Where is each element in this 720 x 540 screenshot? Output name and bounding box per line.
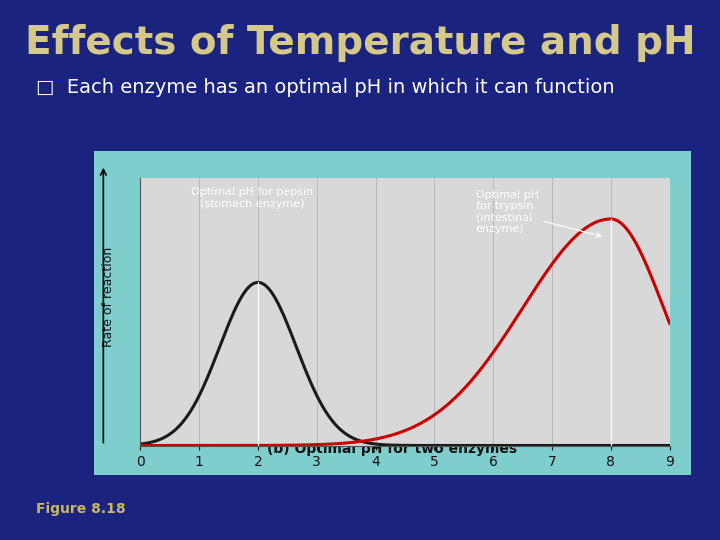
Text: Rate of reaction: Rate of reaction — [102, 247, 115, 347]
Text: (b) Optimal pH for two enzymes: (b) Optimal pH for two enzymes — [267, 442, 518, 456]
Text: Effects of Temperature and pH: Effects of Temperature and pH — [24, 24, 696, 62]
Text: Optimal pH
for trypsin
(intestinal
enzyme): Optimal pH for trypsin (intestinal enzym… — [475, 190, 601, 237]
Text: Optimal pH for pepsin
(stomach enzyme): Optimal pH for pepsin (stomach enzyme) — [191, 187, 313, 209]
Text: □  Each enzyme has an optimal pH in which it can function: □ Each enzyme has an optimal pH in which… — [36, 78, 615, 97]
Text: Figure 8.18: Figure 8.18 — [36, 502, 125, 516]
